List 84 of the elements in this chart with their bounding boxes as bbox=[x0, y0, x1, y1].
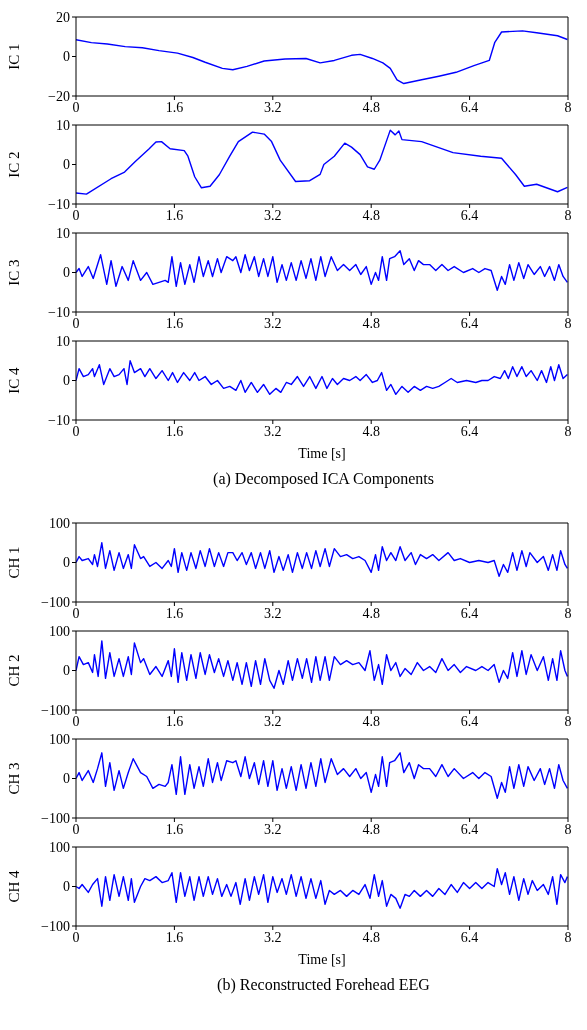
line-series bbox=[76, 360, 568, 396]
x-tick-label: 4.8 bbox=[362, 713, 380, 729]
x-tick-label: 4.8 bbox=[362, 207, 380, 223]
x-tick-label: 1.6 bbox=[165, 713, 184, 729]
x-tick-label: 4.8 bbox=[362, 929, 380, 945]
line-series bbox=[76, 868, 568, 909]
x-tick-label: 4.8 bbox=[362, 315, 380, 331]
y-tick-label: 100 bbox=[49, 515, 70, 531]
x-tick-label: 6.4 bbox=[460, 929, 479, 945]
x-tick-label: 1.6 bbox=[165, 929, 184, 945]
x-tick-label: 3.2 bbox=[264, 315, 282, 331]
y-axis-title: CH 3 bbox=[6, 762, 23, 795]
x-tick-label: 8 bbox=[564, 821, 572, 837]
y-axis-title: IC 3 bbox=[6, 259, 23, 286]
x-tick-label: 6.4 bbox=[460, 605, 479, 621]
x-axis-title: Time [s] bbox=[298, 952, 346, 967]
y-tick-label: −20 bbox=[48, 88, 70, 104]
y-tick-label: 10 bbox=[56, 117, 70, 133]
y-axis-title: CH 4 bbox=[6, 869, 23, 903]
y-axis-title: IC 2 bbox=[6, 151, 23, 178]
y-tick-label: 0 bbox=[63, 771, 70, 787]
x-tick-label: 1.6 bbox=[165, 423, 184, 439]
y-tick-label: 0 bbox=[63, 49, 70, 65]
x-tick-label: 6.4 bbox=[460, 713, 479, 729]
line-series bbox=[76, 752, 568, 799]
y-tick-label: 100 bbox=[49, 839, 70, 855]
line-series bbox=[76, 30, 568, 85]
x-tick-label: 4.8 bbox=[362, 821, 380, 837]
y-axis-title: IC 4 bbox=[6, 366, 23, 394]
x-tick-label: 8 bbox=[564, 929, 572, 945]
y-tick-label: 10 bbox=[56, 333, 70, 349]
y-axis-title: CH 1 bbox=[6, 546, 23, 579]
y-tick-label: 0 bbox=[63, 663, 70, 679]
y-tick-label: −10 bbox=[48, 196, 70, 212]
x-tick-label: 3.2 bbox=[264, 423, 282, 439]
y-tick-label: 0 bbox=[63, 157, 70, 173]
x-tick-label: 3.2 bbox=[264, 821, 282, 837]
y-tick-label: 100 bbox=[49, 623, 70, 639]
y-tick-label: 0 bbox=[63, 373, 70, 389]
y-axis-title: CH 2 bbox=[6, 654, 23, 687]
line-series bbox=[76, 640, 568, 689]
y-tick-label: −10 bbox=[48, 304, 70, 320]
x-tick-label: 1.6 bbox=[165, 99, 184, 115]
x-tick-label: 1.6 bbox=[165, 315, 184, 331]
x-axis-title: Time [s] bbox=[298, 446, 346, 461]
x-tick-label: 3.2 bbox=[264, 605, 282, 621]
x-tick-label: 4.8 bbox=[362, 605, 380, 621]
x-tick-label: 6.4 bbox=[460, 99, 479, 115]
x-tick-label: 1.6 bbox=[165, 207, 184, 223]
y-tick-label: 10 bbox=[56, 225, 70, 241]
x-tick-label: 8 bbox=[564, 713, 572, 729]
y-tick-label: −100 bbox=[41, 594, 70, 610]
x-tick-label: 8 bbox=[564, 315, 572, 331]
x-tick-label: 6.4 bbox=[460, 821, 479, 837]
text: (a) Decomposed ICA Components bbox=[212, 470, 435, 488]
x-tick-label: 6.4 bbox=[460, 423, 479, 439]
x-tick-label: 1.6 bbox=[165, 605, 184, 621]
line-series bbox=[76, 250, 568, 291]
x-tick-label: 3.2 bbox=[264, 929, 282, 945]
y-tick-label: −100 bbox=[41, 918, 70, 934]
x-tick-label: 6.4 bbox=[460, 315, 479, 331]
y-tick-label: 0 bbox=[63, 265, 70, 281]
y-tick-label: 20 bbox=[56, 9, 70, 25]
line-series bbox=[76, 542, 568, 578]
y-tick-label: 0 bbox=[63, 879, 70, 895]
y-tick-label: −100 bbox=[41, 702, 70, 718]
x-tick-label: 6.4 bbox=[460, 207, 479, 223]
x-tick-label: 8 bbox=[564, 605, 572, 621]
y-tick-label: 0 bbox=[63, 555, 70, 571]
y-tick-label: −100 bbox=[41, 810, 70, 826]
text: (b) Reconstructed Forehead EEG bbox=[216, 976, 431, 994]
x-tick-label: 4.8 bbox=[362, 423, 380, 439]
x-tick-label: 3.2 bbox=[264, 99, 282, 115]
x-tick-label: 1.6 bbox=[165, 821, 184, 837]
x-tick-label: 8 bbox=[564, 423, 572, 439]
y-axis-title: IC 1 bbox=[6, 43, 23, 70]
y-tick-label: −10 bbox=[48, 412, 70, 428]
y-tick-label: 100 bbox=[49, 731, 70, 747]
x-tick-label: 3.2 bbox=[264, 207, 282, 223]
x-tick-label: 3.2 bbox=[264, 713, 282, 729]
x-tick-label: 4.8 bbox=[362, 99, 380, 115]
x-tick-label: 8 bbox=[564, 207, 572, 223]
line-series bbox=[76, 129, 568, 195]
x-tick-label: 8 bbox=[564, 99, 572, 115]
